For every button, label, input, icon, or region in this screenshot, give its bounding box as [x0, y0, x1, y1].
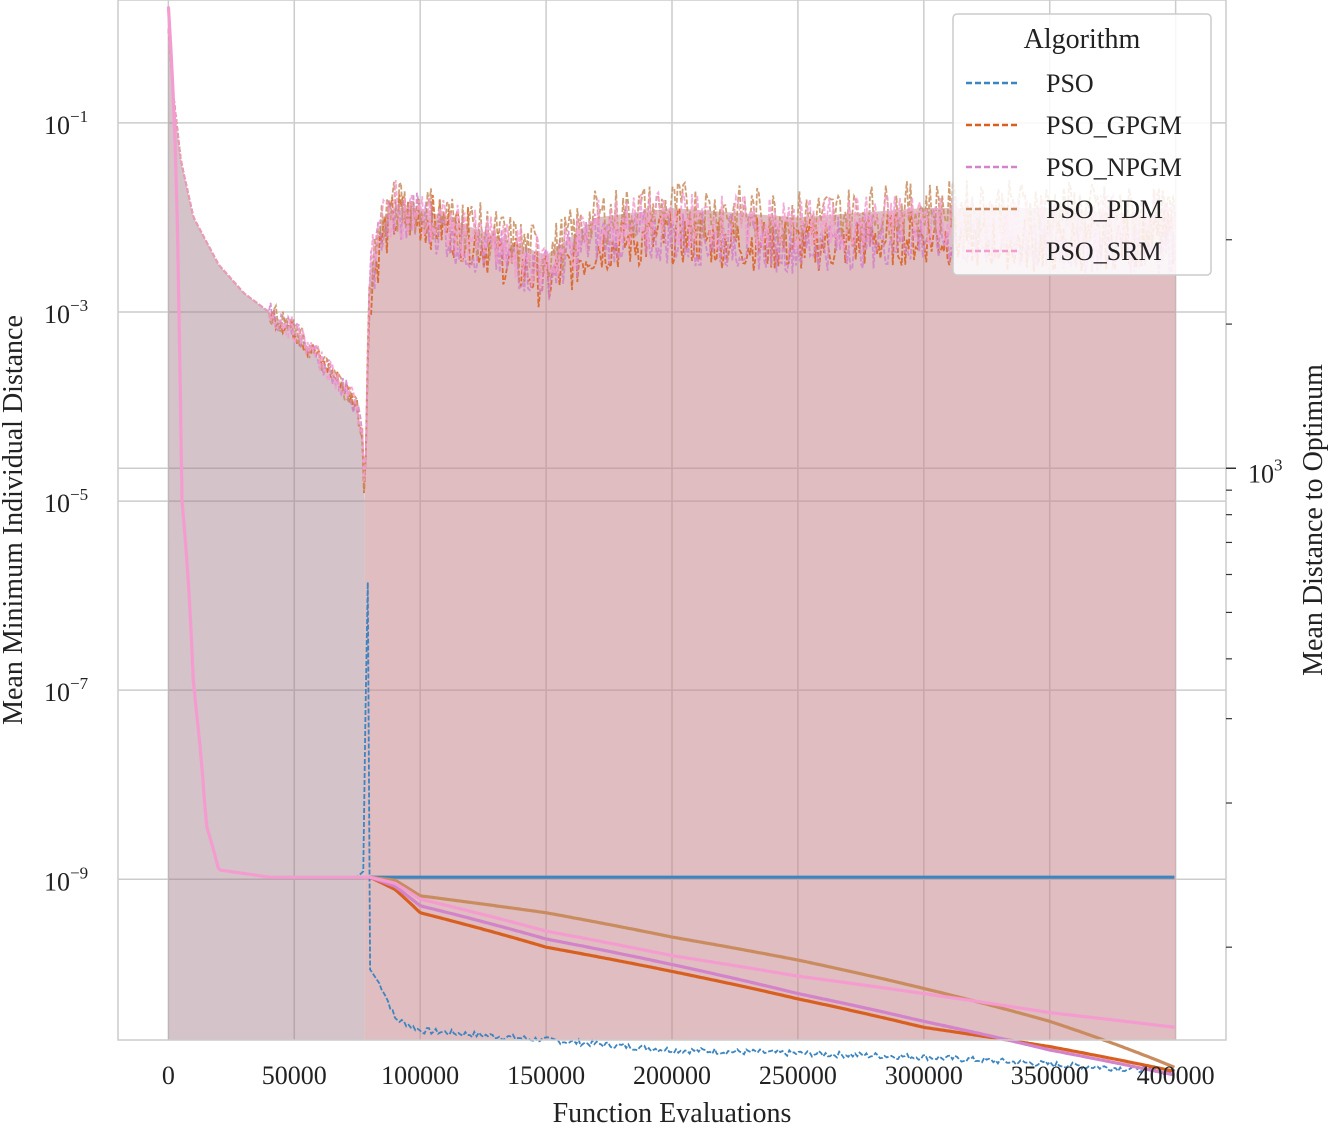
right-tick-label: 103 [1248, 455, 1283, 488]
left-tick-label: 10−5 [44, 485, 88, 518]
left-axis-label: Mean Minimum Individual Distance [0, 315, 29, 725]
legend-label-pso-npgm: PSO_NPGM [1046, 153, 1182, 182]
legend: Algorithm PSO PSO_GPGM PSO_NPGM PSO_PDM PSO_… [952, 13, 1212, 276]
x-tick-label: 150000 [507, 1061, 585, 1090]
series-pso-gpgm-line [369, 875, 1175, 1073]
x-tick-label: 400000 [1137, 1061, 1215, 1090]
legend-title: Algorithm [1024, 24, 1141, 55]
x-axis-label: Function Evaluations [553, 1098, 792, 1129]
left-tick-label: 10−7 [44, 674, 89, 707]
x-tick-label: 200000 [633, 1061, 711, 1090]
left-tick-label: 10−1 [44, 107, 88, 140]
x-tick-label: 350000 [1011, 1061, 1089, 1090]
legend-box [952, 13, 1212, 276]
left-tick-label: 10−3 [44, 296, 88, 329]
fill-region-early [168, 28, 365, 1040]
series-pso-srm-line [166, 6, 1175, 1029]
series-pso-npgm-line [369, 875, 1175, 1077]
x-tick-label: 100000 [381, 1061, 459, 1090]
legend-label-pso-gpgm: PSO_GPGM [1046, 111, 1182, 140]
fill-region-late [364, 208, 1176, 1040]
plot-frame [117, 0, 1227, 1041]
x-tick-label: 50000 [262, 1061, 327, 1090]
x-tick-label: 250000 [759, 1061, 837, 1090]
x-tick-label: 0 [162, 1061, 175, 1090]
legend-entries: PSO PSO_GPGM PSO_NPGM PSO_PDM PSO_SRM [966, 69, 1182, 266]
x-axis-ticks: 0 50000 100000 150000 200000 250000 300000 3500… [162, 1061, 1215, 1090]
right-axis-ticks: 103 [1226, 239, 1283, 948]
x-tick-label: 300000 [885, 1061, 963, 1090]
fill-area [168, 28, 1176, 1040]
legend-label-pso-pdm: PSO_PDM [1046, 195, 1163, 224]
left-axis-ticks: 10−1 10−3 10−5 10−7 10−9 [44, 107, 89, 896]
right-axis-label: Mean Distance to Optimum [1298, 364, 1329, 676]
legend-label-pso-srm: PSO_SRM [1046, 237, 1162, 266]
legend-label-pso: PSO [1046, 69, 1094, 98]
left-tick-label: 10−9 [44, 863, 88, 896]
series-pso-pdm-line [369, 875, 1176, 1069]
